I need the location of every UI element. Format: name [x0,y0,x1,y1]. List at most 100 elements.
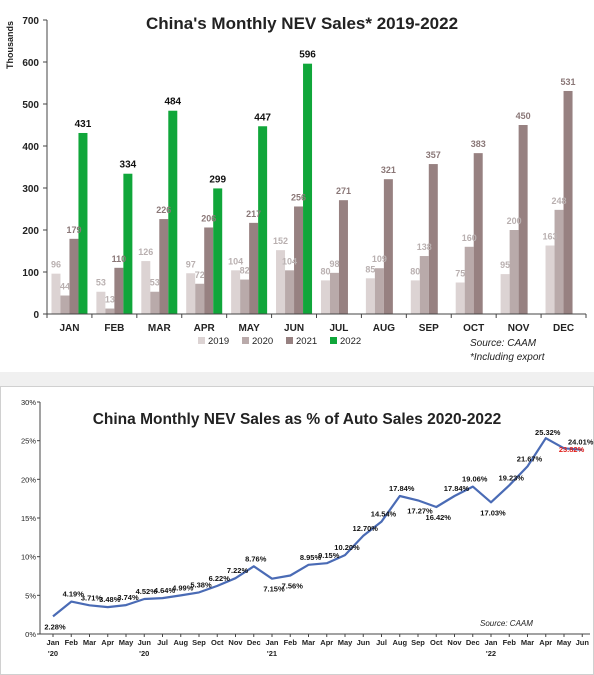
line-data-label: 7.56% [282,582,304,591]
bar-value-label: 206 [201,213,216,223]
x-tick-label: May [119,638,134,647]
x-tick-label: Apr [320,638,333,647]
bar-chart-title: China's Monthly NEV Sales* 2019-2022 [146,14,458,33]
bar [96,291,106,314]
x-tick-label: OCT [463,323,484,334]
bar-value-label: 299 [209,174,226,185]
x-year-label: '21 [267,649,277,658]
x-tick-label: Aug [173,638,188,647]
bar [285,270,295,314]
bar-value-label: 271 [336,186,351,196]
x-tick-label: Aug [392,638,407,647]
x-tick-label: Dec [466,638,480,647]
line-data-label: 4.99% [172,583,194,592]
bar [141,261,151,314]
bar-value-label: 200 [507,216,522,226]
bar [500,274,510,314]
line-data-label: 5.38% [190,580,212,589]
bar-chart-y-axis-label: Thousands [5,21,15,69]
x-tick-label: NOV [508,323,530,334]
line-data-label: 12.70% [353,524,379,533]
x-year-label: '20 [48,649,58,658]
bar-value-label: 217 [246,209,261,219]
bar [554,209,564,314]
x-tick-label: Feb [503,638,517,647]
bar-value-label: 13 [105,295,115,305]
line-data-label: 10.20% [334,543,360,552]
bar [545,245,555,314]
bar-chart-source: Source: CAAM [470,338,537,349]
x-tick-label: Jan [266,638,279,647]
x-tick-label: Mar [302,638,315,647]
bar-value-label: 447 [254,112,271,123]
y-tick-label: 300 [22,184,39,195]
panel-separator [0,372,594,386]
bar [168,110,178,314]
x-tick-label: MAY [238,323,260,334]
bar [329,272,339,314]
line-data-label: 3.74% [117,593,139,602]
line-data-label: 4.19% [63,590,85,599]
line-data-label: 17.84% [389,484,415,493]
x-tick-label: SEP [419,323,439,334]
line-data-label: 8.95% [300,553,322,562]
x-tick-label: Jan [47,638,60,647]
bar-value-label: 110 [112,254,127,264]
bar [383,179,393,314]
bar [249,222,259,314]
bar [159,219,169,314]
line-data-label: 4.52% [136,587,158,596]
line-data-label: 3.48% [99,595,121,604]
bar-value-label: 383 [471,139,486,149]
line-data-label: 2.28% [44,622,66,631]
legend-label: 2022 [340,336,361,347]
nev-share-line [52,437,583,618]
bar-value-label: 163 [543,232,558,242]
bar-value-label: 321 [381,165,396,175]
line-data-label: 19.23% [499,473,525,482]
x-tick-label: Feb [284,638,298,647]
line-data-label: 8.76% [245,554,267,563]
bar-value-label: 53 [150,278,160,288]
legend-label: 2020 [252,336,273,347]
x-tick-label: Apr [101,638,114,647]
line-data-label: 21.67% [517,454,543,463]
bar-value-label: 138 [417,242,432,252]
bar [123,173,133,314]
bar-value-label: 334 [120,160,137,171]
y-tick-label: 30% [21,398,36,407]
x-tick-label: JUL [330,323,349,334]
y-tick-label: 700 [22,16,39,27]
line-data-label: 17.84% [444,484,470,493]
bar [204,227,214,314]
bar-value-label: 226 [156,205,171,215]
x-tick-label: Jun [576,638,590,647]
bar-value-label: 160 [462,233,477,243]
legend-label: 2019 [208,336,229,347]
bar [518,125,528,314]
bar-value-label: 104 [228,256,243,266]
line-data-label: 23.82% [559,445,585,454]
legend-label: 2021 [296,336,317,347]
x-tick-label: JAN [59,323,79,334]
bar-value-label: 75 [455,269,465,279]
x-tick-label: FEB [104,323,124,334]
bar-value-label: 109 [372,254,387,264]
bar-value-label: 152 [273,236,288,246]
line-data-label: 24.01% [568,437,594,446]
bar [240,279,250,314]
bar [303,63,313,315]
bar [213,188,223,314]
x-tick-label: Sep [192,638,206,647]
x-tick-label: Jul [157,638,168,647]
legend-swatch [242,337,249,344]
bar [374,268,384,314]
x-tick-label: Feb [65,638,79,647]
x-tick-label: Nov [228,638,243,647]
x-tick-label: Jan [485,638,498,647]
y-tick-label: 0% [25,630,36,639]
y-tick-label: 100 [22,268,39,279]
bar [365,278,375,314]
bar [60,295,70,314]
bar [410,280,420,314]
